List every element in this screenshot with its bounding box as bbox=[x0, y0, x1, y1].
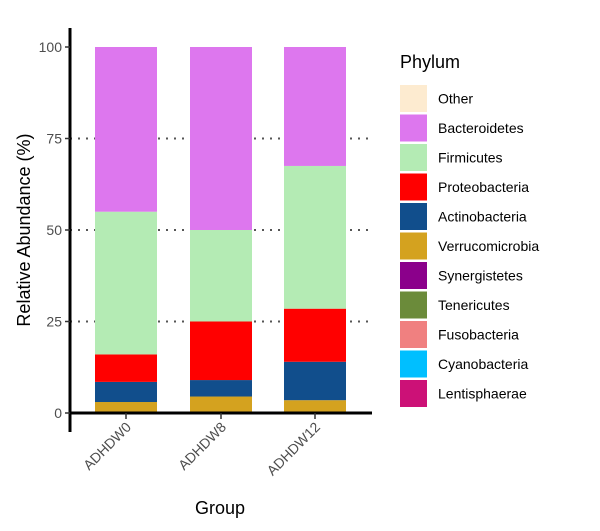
bar-segment-verrucomicrobia bbox=[284, 400, 346, 413]
bar-segment-bacteroidetes bbox=[190, 47, 252, 230]
legend-label-other: Other bbox=[438, 91, 473, 107]
bar-segment-verrucomicrobia bbox=[190, 396, 252, 413]
legend-key-verrucomicrobia bbox=[400, 232, 427, 260]
legend-label-verrucomicrobia: Verrucomicrobia bbox=[438, 238, 539, 254]
legend-key-proteobacteria bbox=[400, 173, 427, 201]
legend: Phylum Other Bacteroidetes Firmicutes Prote… bbox=[400, 52, 539, 407]
bar-segment-verrucomicrobia bbox=[95, 402, 157, 413]
legend-title: Phylum bbox=[400, 52, 460, 72]
legend-label-lentisphaerae: Lentisphaerae bbox=[438, 386, 527, 402]
bar-segment-proteobacteria bbox=[284, 308, 346, 362]
legend-key-firmicutes bbox=[400, 144, 427, 171]
legend-label-firmicutes: Firmicutes bbox=[438, 150, 503, 166]
x-tick-label: ADHDW0 bbox=[80, 419, 134, 473]
legend-key-cyanobacteria bbox=[400, 350, 427, 378]
legend-key-fusobacteria bbox=[400, 321, 427, 348]
legend-label-synergistetes: Synergistetes bbox=[438, 268, 523, 284]
legend-key-tenericutes bbox=[400, 291, 427, 319]
legend-label-proteobacteria: Proteobacteria bbox=[438, 179, 529, 195]
y-tick-label: 100 bbox=[39, 39, 63, 55]
bar-segment-actinobacteria bbox=[190, 380, 252, 397]
legend-label-tenericutes: Tenericutes bbox=[438, 297, 510, 313]
legend-key-actinobacteria bbox=[400, 203, 427, 230]
bar-segment-firmicutes bbox=[95, 211, 157, 355]
legend-label-bacteroidetes: Bacteroidetes bbox=[438, 120, 524, 136]
y-tick-label: 75 bbox=[46, 131, 62, 147]
y-ticks: 0 25 50 75 100 bbox=[39, 39, 70, 421]
legend-key-bacteroidetes bbox=[400, 114, 427, 142]
y-tick-label: 0 bbox=[54, 405, 62, 421]
y-axis-title: Relative Abundance (%) bbox=[14, 133, 34, 326]
bar-segment-proteobacteria bbox=[95, 354, 157, 382]
bar-segment-actinobacteria bbox=[95, 381, 157, 403]
legend-label-actinobacteria: Actinobacteria bbox=[438, 209, 527, 225]
x-axis-title: Group bbox=[195, 498, 245, 518]
bar-segment-firmicutes bbox=[284, 165, 346, 309]
legend-label-fusobacteria: Fusobacteria bbox=[438, 327, 519, 343]
legend-key-lentisphaerae bbox=[400, 380, 427, 407]
x-ticks: ADHDW0 ADHDW8 ADHDW12 bbox=[80, 413, 323, 479]
x-tick-label: ADHDW12 bbox=[263, 419, 323, 479]
y-tick-label: 25 bbox=[46, 314, 62, 330]
bar-segment-proteobacteria bbox=[190, 321, 252, 381]
legend-key-synergistetes bbox=[400, 262, 427, 289]
bar-segment-actinobacteria bbox=[284, 361, 346, 401]
bar-segment-firmicutes bbox=[190, 230, 252, 322]
y-tick-label: 50 bbox=[46, 222, 62, 238]
bars bbox=[95, 47, 346, 413]
legend-key-other bbox=[400, 85, 427, 112]
legend-label-cyanobacteria: Cyanobacteria bbox=[438, 356, 528, 372]
bar-segment-bacteroidetes bbox=[95, 47, 157, 212]
bar-segment-bacteroidetes bbox=[284, 47, 346, 166]
x-tick-label: ADHDW8 bbox=[175, 419, 229, 473]
